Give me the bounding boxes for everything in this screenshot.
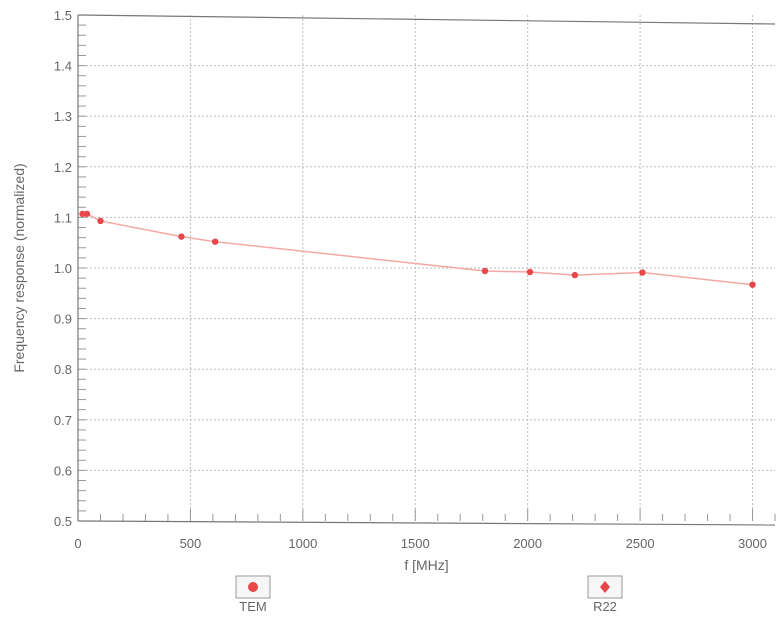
x-tick-label: 2000: [513, 536, 542, 551]
y-tick-label: 0.6: [54, 463, 72, 478]
y-tick-label: 0.8: [54, 362, 72, 377]
data-point: [749, 281, 756, 288]
legend-marker-diamond: [600, 581, 610, 593]
data-point: [571, 271, 579, 279]
data-point: [211, 238, 219, 245]
series-line-tem: [82, 213, 753, 286]
data-point: [79, 210, 86, 218]
x-axis-title: f [MHz]: [404, 557, 448, 573]
legend-label: TEM: [239, 599, 266, 614]
y-tick-label: 0.5: [54, 514, 72, 529]
data-point: [639, 269, 646, 276]
x-tick-label: 500: [180, 536, 202, 551]
x-tick-label: 1500: [401, 536, 430, 551]
data-point: [97, 217, 104, 225]
data-point: [178, 233, 185, 240]
legend-label: R22: [593, 599, 617, 614]
grid-layer: [78, 15, 775, 521]
axis-layer: 0.5 0.6 0.7 0.8 0.9 1.0 1.1 1.2 1.3 1.4 1.5 0 500 100…: [54, 8, 776, 551]
y-axis-title: Frequency response (normalized): [11, 163, 27, 372]
legend-entry-tem: TEM: [235, 575, 271, 614]
y-tick-label: 1.0: [54, 261, 72, 276]
x-tick-label: 3000: [738, 536, 767, 551]
series-layer: [79, 210, 756, 288]
legend-entry-r22: R22: [587, 575, 623, 614]
x-tick-label: 1000: [288, 536, 317, 551]
legend-marker-circle: [248, 582, 258, 592]
top-border-line: [77, 14, 776, 25]
y-tick-label: 1.3: [54, 109, 72, 124]
data-point: [481, 267, 489, 275]
data-point: [83, 210, 91, 218]
y-tick-label: 0.7: [54, 413, 72, 428]
y-tick-label: 0.9: [54, 312, 72, 327]
x-axis-line: [77, 520, 776, 526]
y-tick-label: 1.4: [54, 59, 72, 74]
y-tick-label: 1.2: [54, 160, 72, 175]
legend: TEM R22: [235, 575, 623, 614]
x-tick-label: 0: [74, 536, 81, 551]
y-tick-label: 1.5: [54, 8, 72, 23]
y-tick-label: 1.1: [54, 210, 72, 225]
data-point: [526, 268, 534, 276]
x-tick-label: 2500: [626, 536, 655, 551]
